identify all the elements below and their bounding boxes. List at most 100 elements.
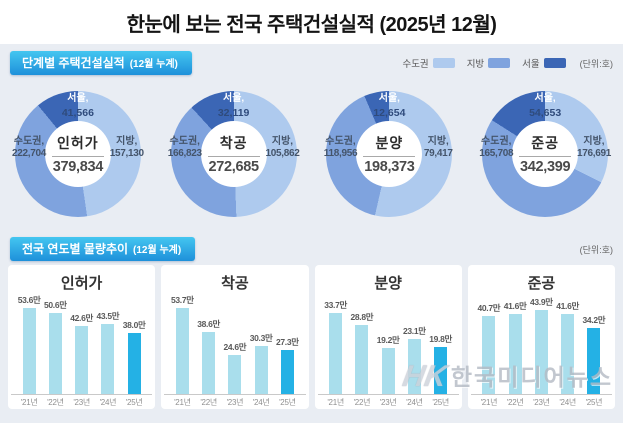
bar-chart-card: 인허가 53.6만 50.6만 42.6만 43.5만 38.0만 '21년 '22년 '23년… (8, 265, 156, 409)
section2-badge-suffix: (12월 누계) (133, 245, 182, 256)
donut-center: 인허가 379,834 (44, 121, 111, 187)
bar-value-label: 41.6만 (556, 301, 580, 312)
x-tick-label: '22년 (47, 398, 64, 407)
jibang-callout-value: 176,691 (576, 148, 612, 159)
bar-slot: 23.1만 (401, 325, 427, 394)
x-tick-label: '21년 (174, 398, 191, 407)
legend-label: 지방 (466, 59, 485, 70)
x-tick-label: '25년 (432, 398, 449, 407)
sudogwon-callout-label: 수도권, (169, 136, 200, 147)
bar-value-label: 24.6만 (223, 341, 247, 352)
donut-total-value: 379,834 (52, 159, 104, 175)
donut-total-value: 198,373 (364, 159, 415, 175)
bar-value-label: 38.0만 (122, 320, 146, 331)
section1-badge: 단계별 주택건설실적 (12월 누계) (10, 51, 192, 75)
x-axis-line (164, 394, 306, 395)
jibang-callout-value: 105,862 (265, 148, 300, 159)
bar-plot: 53.7만 38.6만 24.6만 30.3만 27.3만 (169, 294, 300, 394)
bar-slots: 40.7만 41.6만 43.9만 41.6만 34.2만 (476, 294, 607, 394)
bar-slot: 28.8만 (349, 311, 375, 394)
bar-value-label: 28.8만 (350, 311, 374, 322)
donut-title: 착공 (219, 135, 248, 151)
x-axis-labels: '21년 '22년 '23년 '24년 '25년 (16, 397, 147, 408)
bar (48, 313, 62, 394)
seoul-callout: 서울, 54,653 (467, 92, 623, 120)
x-tick-label: '25년 (279, 398, 296, 407)
bar (101, 324, 115, 394)
title-band: 한눈에 보는 전국 주택건설실적 (2025년 12월) (0, 0, 623, 44)
x-axis-labels: '21년 '22년 '23년 '24년 '25년 (476, 397, 607, 408)
bar-slot: 27.3만 (274, 336, 300, 394)
donut-center: 착공 272,685 (200, 121, 267, 187)
section1-header: 단계별 주택건설실적 (12월 누계) 수도권 지방 서울 (단위:호) (0, 51, 623, 75)
x-tick-label: '21년 (327, 398, 344, 407)
seoul-callout-label: 서울, (67, 93, 89, 104)
bar-slots: 53.7만 38.6만 24.6만 30.3만 27.3만 (169, 294, 300, 394)
divider (519, 156, 572, 157)
jibang-callout-label: 지방, (583, 136, 605, 147)
sudogwon-callout: 수도권, 165,708 (467, 136, 525, 160)
jibang-callout: 지방, 79,417 (409, 136, 467, 160)
bar (434, 346, 448, 394)
bar (381, 347, 395, 394)
donut-ring: 분양 198,373 (326, 91, 453, 217)
bar-slots: 53.6만 50.6만 42.6만 43.5만 38.0만 (16, 294, 147, 394)
section2-badge: 전국 연도별 물량추이 (12월 누계) (10, 237, 196, 261)
bar-chart-title: 인허가 (60, 275, 103, 292)
donut-chart-panel: 준공 342,399 서울, 54,653 수도권, 165,708 지방, 176,691 (467, 77, 623, 233)
legend-swatch (432, 58, 455, 68)
section1-badge-suffix: (12월 누계) (129, 59, 178, 70)
bar-plot: 33.7만 28.8만 19.2만 23.1만 19.8만 (323, 294, 454, 394)
x-axis-labels: '21년 '22년 '23년 '24년 '25년 (169, 397, 300, 408)
x-axis-line (11, 394, 153, 395)
bar (329, 313, 343, 394)
bar-chart-card: 분양 33.7만 28.8만 19.2만 23.1만 19.8만 '21년 '22년 '23년 '… (314, 265, 462, 409)
divider (207, 156, 260, 157)
sudogwon-callout-value: 165,708 (479, 148, 514, 159)
x-tick-label: '23년 (379, 398, 397, 407)
legend-label: 서울 (522, 59, 540, 70)
x-axis-line (317, 394, 459, 395)
donut-total-value: 272,685 (208, 159, 259, 175)
jibang-callout-label: 지방, (271, 136, 294, 147)
section2-badge-title: 전국 연도별 물량추이 (22, 242, 129, 256)
seoul-callout: 서울, 41,566 (0, 92, 156, 120)
bar-value-label: 19.8만 (429, 333, 453, 344)
bar-slot: 19.2만 (375, 334, 401, 394)
bar-slot: 41.6만 (555, 300, 581, 394)
x-tick-label: '22년 (353, 398, 371, 407)
seoul-callout-label: 서울, (534, 93, 556, 104)
x-tick-label: '23년 (226, 398, 244, 407)
donut-title: 준공 (531, 135, 559, 151)
bar-slot: 33.7만 (323, 299, 349, 394)
donut-chart-panel: 착공 272,685 서울, 32,119 수도권, 166,823 지방, 105,862 (156, 77, 312, 233)
x-tick-label: '24년 (252, 398, 270, 407)
bar-slot: 30.3만 (248, 332, 274, 394)
x-tick-label: '21년 (20, 398, 38, 407)
page-title: 한눈에 보는 전국 주택건설실적 (2025년 12월) (126, 13, 497, 36)
bar-slots: 33.7만 28.8만 19.2만 23.1만 19.8만 (323, 294, 454, 394)
legend: 수도권 지방 서울 (402, 56, 566, 70)
bar-slot: 41.6만 (502, 300, 528, 394)
jibang-callout-label: 지방, (116, 136, 138, 147)
bar (22, 308, 36, 394)
bar (202, 332, 216, 394)
divider (51, 156, 104, 157)
jibang-callout: 지방, 105,862 (254, 136, 312, 160)
bar (228, 354, 242, 394)
bar-value-label: 40.7만 (477, 302, 501, 313)
unit-label: (단위:호) (579, 244, 613, 255)
donut-ring: 인허가 379,834 (14, 91, 141, 217)
bar-value-label: 34.2만 (582, 315, 606, 326)
bar (482, 315, 496, 394)
unit-label: (단위:호) (579, 58, 613, 69)
bar-slot: 53.6만 (16, 294, 42, 394)
donut-ring: 준공 342,399 (482, 91, 609, 217)
x-tick-label: '22년 (506, 398, 524, 407)
bar-value-label: 38.6만 (197, 319, 221, 330)
bar (75, 325, 89, 394)
x-axis-line (470, 394, 612, 395)
bar-charts-row: 인허가 53.6만 50.6만 42.6만 43.5만 38.0만 '21년 '22년 '23년… (0, 265, 623, 409)
bar (534, 309, 548, 394)
bar (175, 308, 189, 394)
